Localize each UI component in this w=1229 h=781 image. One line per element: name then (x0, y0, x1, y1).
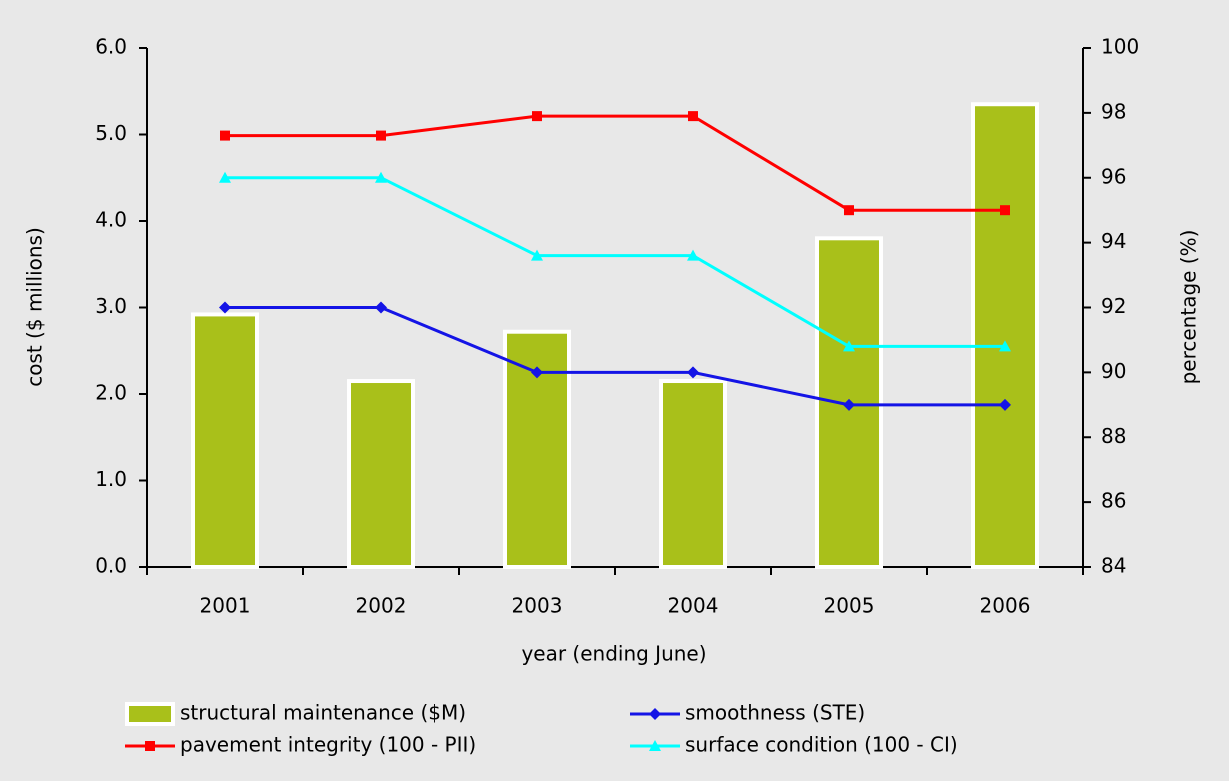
marker (145, 741, 155, 751)
marker (999, 398, 1011, 411)
marker (843, 398, 855, 411)
marker (687, 249, 699, 261)
y2-tick-label: 88 (1101, 424, 1126, 448)
y-tick-label: 1.0 (95, 467, 127, 491)
legend-label: smoothness (STE) (685, 701, 865, 725)
marker (688, 111, 698, 122)
legend-label: surface condition (100 - CI) (685, 733, 958, 757)
marker (531, 366, 543, 379)
marker (649, 708, 661, 720)
marker (220, 130, 230, 141)
marker (687, 366, 699, 379)
marker (999, 340, 1011, 352)
marker (376, 130, 386, 141)
y2-tick-label: 98 (1101, 99, 1126, 123)
marker (219, 171, 231, 183)
y2-tick-label: 92 (1101, 294, 1126, 318)
marker (1000, 205, 1010, 216)
y-tick-label: 4.0 (95, 208, 127, 232)
y2-tick-label: 90 (1101, 359, 1126, 383)
x-tick-label: 2005 (824, 594, 875, 618)
x-tick-label: 2001 (200, 594, 251, 618)
marker (843, 340, 855, 352)
y2-tick-label: 100 (1101, 35, 1139, 59)
y2-axis-title: percentage (%) (1177, 230, 1201, 385)
bar (347, 379, 415, 569)
y2-tick-label: 86 (1101, 489, 1126, 513)
marker (844, 205, 854, 216)
bar (815, 236, 883, 570)
series-line (225, 114, 1005, 212)
marker (375, 301, 387, 314)
x-axis-title: year (ending June) (521, 642, 706, 666)
x-tick-label: 2006 (980, 594, 1031, 618)
y2-tick-label: 96 (1101, 164, 1126, 188)
y-tick-label: 0.0 (95, 554, 127, 578)
marker (649, 740, 661, 751)
y-tick-label: 3.0 (95, 294, 127, 318)
y2-tick-label: 94 (1101, 229, 1126, 253)
x-tick-label: 2004 (668, 594, 719, 618)
legend-label: structural maintenance ($M) (180, 701, 466, 725)
y-tick-label: 6.0 (95, 35, 127, 59)
series-line (225, 306, 1005, 407)
bar (971, 102, 1039, 569)
bar (659, 379, 727, 569)
y-tick-label: 2.0 (95, 381, 127, 405)
x-tick-label: 2003 (512, 594, 563, 618)
y2-tick-label: 84 (1101, 554, 1126, 578)
marker (219, 301, 231, 314)
y-tick-label: 5.0 (95, 121, 127, 145)
y-axis-title: cost ($ millions) (23, 227, 47, 387)
marker (375, 171, 387, 183)
series-line (225, 176, 1005, 348)
marker (532, 111, 542, 122)
legend-label: pavement integrity (100 - PII) (180, 733, 476, 757)
bar (191, 312, 259, 570)
x-tick-label: 2002 (356, 594, 407, 618)
marker (531, 249, 543, 261)
legend-swatch (125, 702, 175, 726)
